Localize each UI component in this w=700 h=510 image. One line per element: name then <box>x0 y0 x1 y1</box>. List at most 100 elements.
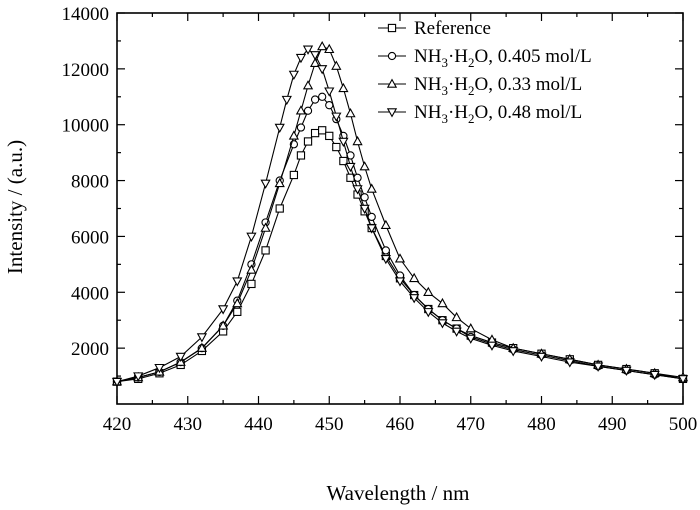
data-point <box>359 161 370 171</box>
data-point <box>360 193 369 202</box>
data-point <box>309 57 321 68</box>
data-point <box>196 333 208 343</box>
data-point <box>352 135 363 146</box>
x-tick-label: 460 <box>386 414 415 435</box>
data-point <box>288 130 300 140</box>
data-point <box>331 60 342 70</box>
data-point <box>274 177 285 188</box>
data-point <box>677 375 689 385</box>
data-point <box>275 204 284 213</box>
data-point <box>296 151 306 160</box>
legend-label: NH3·H2O, 0.405 mol/L <box>414 46 592 70</box>
data-point <box>302 45 314 55</box>
data-point <box>318 126 327 135</box>
data-point <box>564 358 575 368</box>
data-point <box>295 53 307 64</box>
data-point <box>451 311 462 322</box>
x-tick-label: 500 <box>669 414 698 435</box>
legend-item: NH3·H2O, 0.48 mol/L <box>378 102 582 126</box>
x-tick-label: 420 <box>103 414 132 435</box>
data-point <box>196 342 208 352</box>
data-point <box>345 162 356 173</box>
data-point <box>367 212 376 222</box>
legend-marker <box>386 108 398 118</box>
data-point <box>133 372 144 382</box>
data-point <box>274 123 285 134</box>
data-point <box>409 294 420 304</box>
data-point <box>309 51 321 61</box>
data-point <box>437 297 448 308</box>
data-point <box>394 277 406 287</box>
data-point <box>409 272 420 283</box>
data-point <box>465 323 476 333</box>
data-point <box>338 137 349 148</box>
data-point <box>318 92 327 101</box>
data-point <box>288 70 300 80</box>
data-point <box>423 308 434 318</box>
x-axis-title: Wavelength / nm <box>327 481 470 505</box>
data-point <box>310 95 320 104</box>
y-tick-label: 6000 <box>71 227 109 248</box>
x-tick-label: 430 <box>174 414 203 435</box>
x-tick-label: 470 <box>457 414 486 435</box>
series-layer <box>111 40 689 388</box>
data-point <box>324 43 335 54</box>
data-point <box>246 232 257 242</box>
y-tick-label: 12000 <box>62 60 110 81</box>
legend-item: NH3·H2O, 0.33 mol/L <box>378 74 582 98</box>
data-point <box>317 65 328 75</box>
data-point <box>289 170 299 180</box>
data-point <box>366 183 377 193</box>
legend-marker <box>387 51 397 61</box>
y-axis-title: Intensity / (a.u.) <box>3 140 27 274</box>
series-triangle-down <box>111 45 689 388</box>
data-point <box>260 222 271 232</box>
x-tick-label: 450 <box>315 414 344 435</box>
legend-marker <box>387 23 397 33</box>
data-point <box>380 219 391 230</box>
data-point <box>331 112 342 122</box>
data-point <box>232 277 243 287</box>
data-point <box>260 179 271 189</box>
data-point <box>649 370 660 381</box>
data-point <box>465 334 476 344</box>
data-point <box>310 128 320 138</box>
data-point <box>261 246 270 255</box>
series-line <box>116 48 684 383</box>
data-point <box>281 95 292 106</box>
y-tick-label: 2000 <box>71 339 109 360</box>
data-point <box>423 286 434 297</box>
data-point <box>295 105 307 115</box>
data-point <box>592 362 604 372</box>
series-circle <box>112 92 688 386</box>
data-point <box>366 224 377 234</box>
data-point <box>217 320 229 330</box>
data-point <box>380 255 391 265</box>
data-point <box>303 106 313 115</box>
x-tick-label: 480 <box>527 414 556 435</box>
legend-label: NH3·H2O, 0.48 mol/L <box>414 102 582 126</box>
data-point <box>451 327 462 337</box>
tick-labels: 420 430 440 450 460 470 480 490 500 2000 4000 6000 8… <box>62 4 698 435</box>
data-point <box>154 363 165 374</box>
data-point <box>233 307 242 316</box>
data-point <box>339 156 348 166</box>
legend-label: NH3·H2O, 0.33 mol/L <box>414 74 582 98</box>
y-tick-label: 8000 <box>71 172 109 193</box>
data-point <box>232 297 243 308</box>
y-tick-label: 14000 <box>62 4 110 25</box>
data-point <box>621 366 632 377</box>
data-point <box>246 264 257 274</box>
x-tick-label: 440 <box>244 414 273 435</box>
data-point <box>332 142 341 152</box>
data-point <box>486 341 498 351</box>
data-point <box>296 123 306 132</box>
legend-item: NH3·H2O, 0.405 mol/L <box>378 46 592 70</box>
data-point <box>302 80 314 90</box>
data-point <box>303 137 313 146</box>
data-point <box>352 185 363 195</box>
data-point <box>536 352 547 363</box>
data-point <box>437 319 448 329</box>
data-point <box>217 305 229 315</box>
